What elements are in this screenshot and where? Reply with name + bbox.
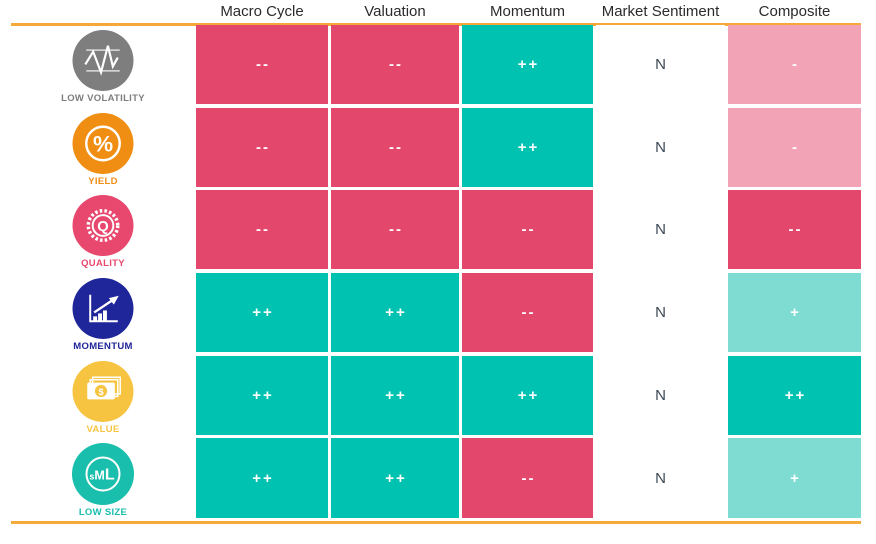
- cell-yield-macro-cycle: --: [196, 108, 328, 187]
- cell-momentum-momentum: --: [462, 273, 593, 352]
- factor-label-quality: QUALITY: [81, 258, 125, 269]
- cell-momentum-composite: +: [728, 273, 861, 352]
- svg-text:$: $: [98, 387, 104, 397]
- cell-momentum-valuation: ++: [331, 273, 459, 352]
- banknote-icon: $: [72, 361, 134, 422]
- factor-value: $ VALUE: [40, 356, 166, 435]
- column-header-composite: Composite: [758, 3, 831, 20]
- cell-quality-macro-cycle: --: [196, 190, 328, 269]
- cell-value-valuation: ++: [331, 356, 459, 435]
- column-header-valuation: Valuation: [364, 3, 426, 20]
- cell-value-composite: ++: [728, 356, 861, 435]
- factor-label-low-size: LOW SIZE: [78, 507, 128, 518]
- momentum-chart-icon: [72, 278, 134, 339]
- cell-value-macro-cycle: ++: [196, 356, 328, 435]
- cell-value-market-sentiment: N: [596, 356, 725, 435]
- bottom-accent-line: [11, 521, 861, 524]
- cell-low-size-valuation: ++: [331, 438, 459, 518]
- quality-badge-icon: Q: [72, 195, 134, 256]
- size-sml-icon: sML: [72, 443, 134, 505]
- svg-text:Q: Q: [97, 219, 108, 235]
- cell-yield-valuation: --: [331, 108, 459, 187]
- factor-low-size: sML LOW SIZE: [40, 438, 166, 518]
- factor-label-momentum: MOMENTUM: [73, 341, 133, 352]
- cell-low-volatility-composite: -: [728, 25, 861, 104]
- cell-momentum-market-sentiment: N: [596, 273, 725, 352]
- cell-value-momentum: ++: [462, 356, 593, 435]
- factor-label-value: VALUE: [86, 424, 120, 435]
- column-header-momentum: Momentum: [489, 3, 566, 20]
- cell-yield-momentum: ++: [462, 108, 593, 187]
- factor-label-yield: YIELD: [88, 176, 118, 187]
- column-header-market-sentiment: Market Sentiment: [601, 3, 720, 20]
- column-header-macro-cycle: Macro Cycle: [220, 3, 304, 20]
- volatility-icon: [72, 30, 134, 91]
- factor-label-low-volatility: LOW VOLATILITY: [61, 93, 145, 104]
- cell-momentum-macro-cycle: ++: [196, 273, 328, 352]
- cell-quality-market-sentiment: N: [596, 190, 725, 269]
- cell-low-volatility-momentum: ++: [462, 25, 593, 104]
- svg-text:%: %: [93, 131, 113, 156]
- cell-yield-market-sentiment: N: [596, 108, 725, 187]
- cell-quality-valuation: --: [331, 190, 459, 269]
- cell-quality-momentum: --: [462, 190, 593, 269]
- cell-low-size-momentum: --: [462, 438, 593, 518]
- cell-yield-composite: -: [728, 108, 861, 187]
- cell-low-size-composite: +: [728, 438, 861, 518]
- cell-quality-composite: --: [728, 190, 861, 269]
- cell-low-size-macro-cycle: ++: [196, 438, 328, 518]
- factor-low-volatility: LOW VOLATILITY: [40, 25, 166, 104]
- cell-low-size-market-sentiment: N: [596, 438, 725, 518]
- percent-icon: %: [72, 113, 134, 174]
- cell-low-volatility-macro-cycle: --: [196, 25, 328, 104]
- cell-low-volatility-market-sentiment: N: [596, 25, 725, 104]
- top-accent-line: [11, 23, 861, 26]
- cell-low-volatility-valuation: --: [331, 25, 459, 104]
- svg-text:sML: sML: [89, 467, 114, 484]
- factor-yield: % YIELD: [40, 108, 166, 187]
- factor-momentum: MOMENTUM: [40, 273, 166, 352]
- factor-quality: Q QUALITY: [40, 190, 166, 269]
